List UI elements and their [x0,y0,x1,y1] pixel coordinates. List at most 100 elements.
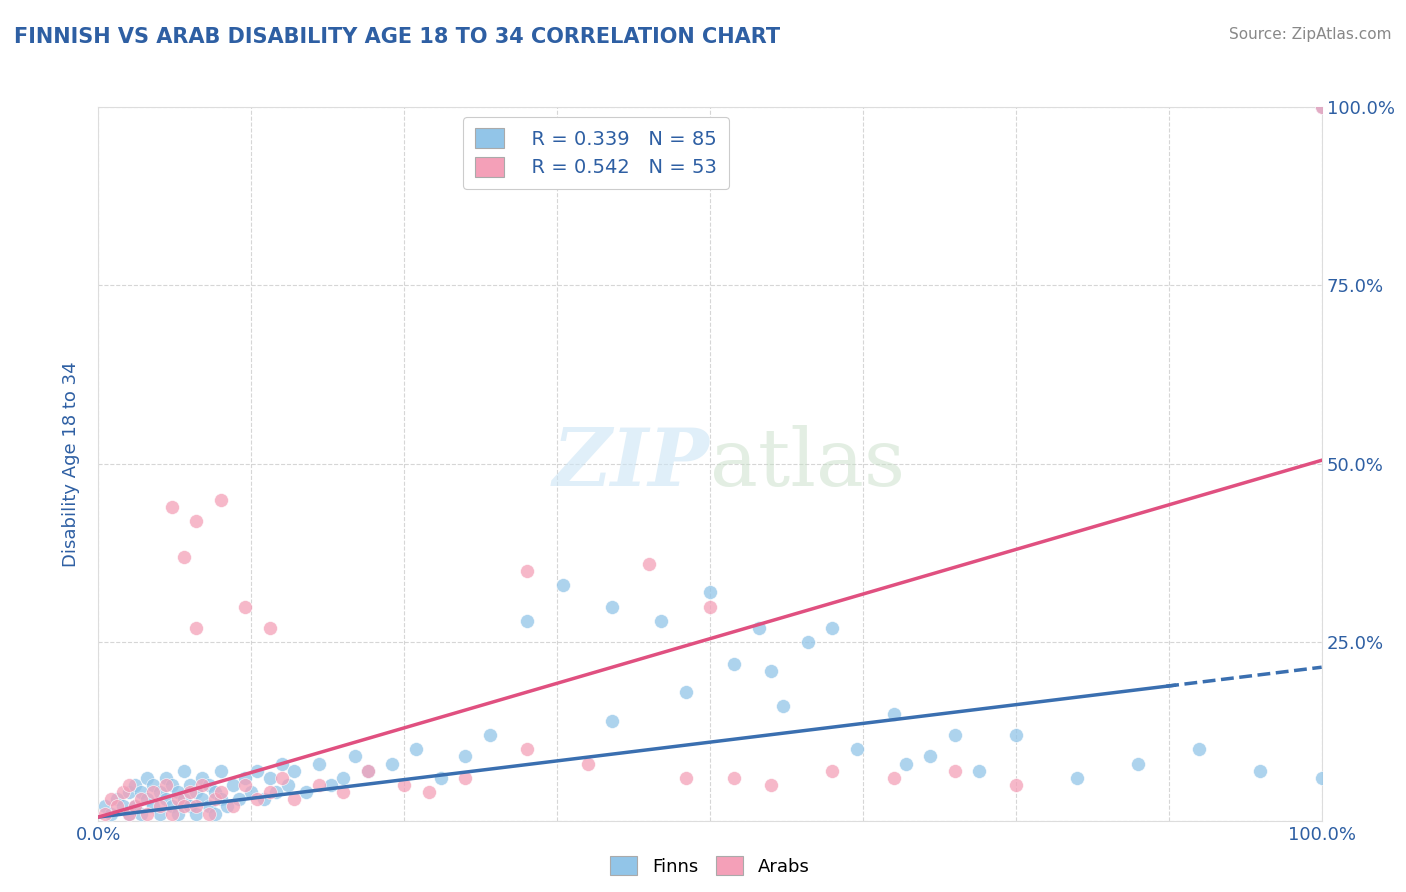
Point [105,792,128,806]
Point [277,778,299,792]
Point [209,764,232,778]
Point [167,792,190,806]
Text: atlas: atlas [710,425,905,503]
Point [149,785,172,799]
Point [136,792,159,806]
Point [173,764,195,778]
Point [186,514,208,528]
Y-axis label: Disability Age 18 to 34: Disability Age 18 to 34 [62,361,80,566]
Point [283,792,305,806]
Point [179,799,201,814]
Point [186,785,208,799]
Point [160,806,183,821]
Point [209,492,232,507]
Point [136,771,159,785]
Point [797,635,820,649]
Point [723,657,745,671]
Point [1310,100,1333,114]
Point [191,771,214,785]
Point [1066,771,1088,785]
Text: Source: ZipAtlas.com: Source: ZipAtlas.com [1229,27,1392,42]
Point [129,785,152,799]
Point [167,785,190,799]
Point [197,799,219,814]
Point [215,799,238,814]
Point [111,799,134,814]
Point [295,785,318,799]
Point [142,799,165,814]
Point [149,806,172,821]
Point [186,621,208,635]
Point [515,742,537,756]
Point [204,806,226,821]
Point [204,785,226,799]
Point [197,778,219,792]
Point [204,792,226,806]
Point [118,778,141,792]
Point [821,764,844,778]
Point [515,614,537,628]
Point [675,771,697,785]
Point [233,771,256,785]
Point [100,806,122,821]
Point [142,778,165,792]
Point [308,756,330,771]
Point [179,778,201,792]
Point [100,792,122,806]
Point [699,585,721,599]
Point [943,728,966,742]
Point [883,706,905,721]
Point [967,764,990,778]
Point [259,771,281,785]
Point [118,785,141,799]
Point [191,778,214,792]
Point [118,806,141,821]
Point [576,756,599,771]
Point [748,621,770,635]
Point [240,785,263,799]
Point [308,778,330,792]
Point [173,549,195,564]
Point [228,792,250,806]
Point [142,785,165,799]
Point [155,771,177,785]
Point [454,771,477,785]
Point [723,771,745,785]
Point [600,599,623,614]
Point [93,799,115,814]
Point [1128,756,1150,771]
Point [392,778,416,792]
Point [454,749,477,764]
Point [136,806,159,821]
Point [699,599,721,614]
Point [894,756,917,771]
Point [344,749,367,764]
Point [356,764,378,778]
Point [173,792,195,806]
Point [1310,100,1333,114]
Point [675,685,697,699]
Point [418,785,440,799]
Point [270,771,294,785]
Point [155,792,177,806]
Point [638,557,661,571]
Point [515,564,537,578]
Point [222,799,245,814]
Point [264,785,287,799]
Point [405,742,427,756]
Point [821,621,844,635]
Point [186,806,208,821]
Point [233,599,256,614]
Point [430,771,453,785]
Point [1188,742,1211,756]
Point [650,614,672,628]
Point [761,664,783,678]
Point [160,799,183,814]
Point [124,778,146,792]
Text: FINNISH VS ARAB DISABILITY AGE 18 TO 34 CORRELATION CHART: FINNISH VS ARAB DISABILITY AGE 18 TO 34 … [14,27,780,46]
Point [600,714,623,728]
Point [209,792,232,806]
Point [186,799,208,814]
Point [233,778,256,792]
Point [129,806,152,821]
